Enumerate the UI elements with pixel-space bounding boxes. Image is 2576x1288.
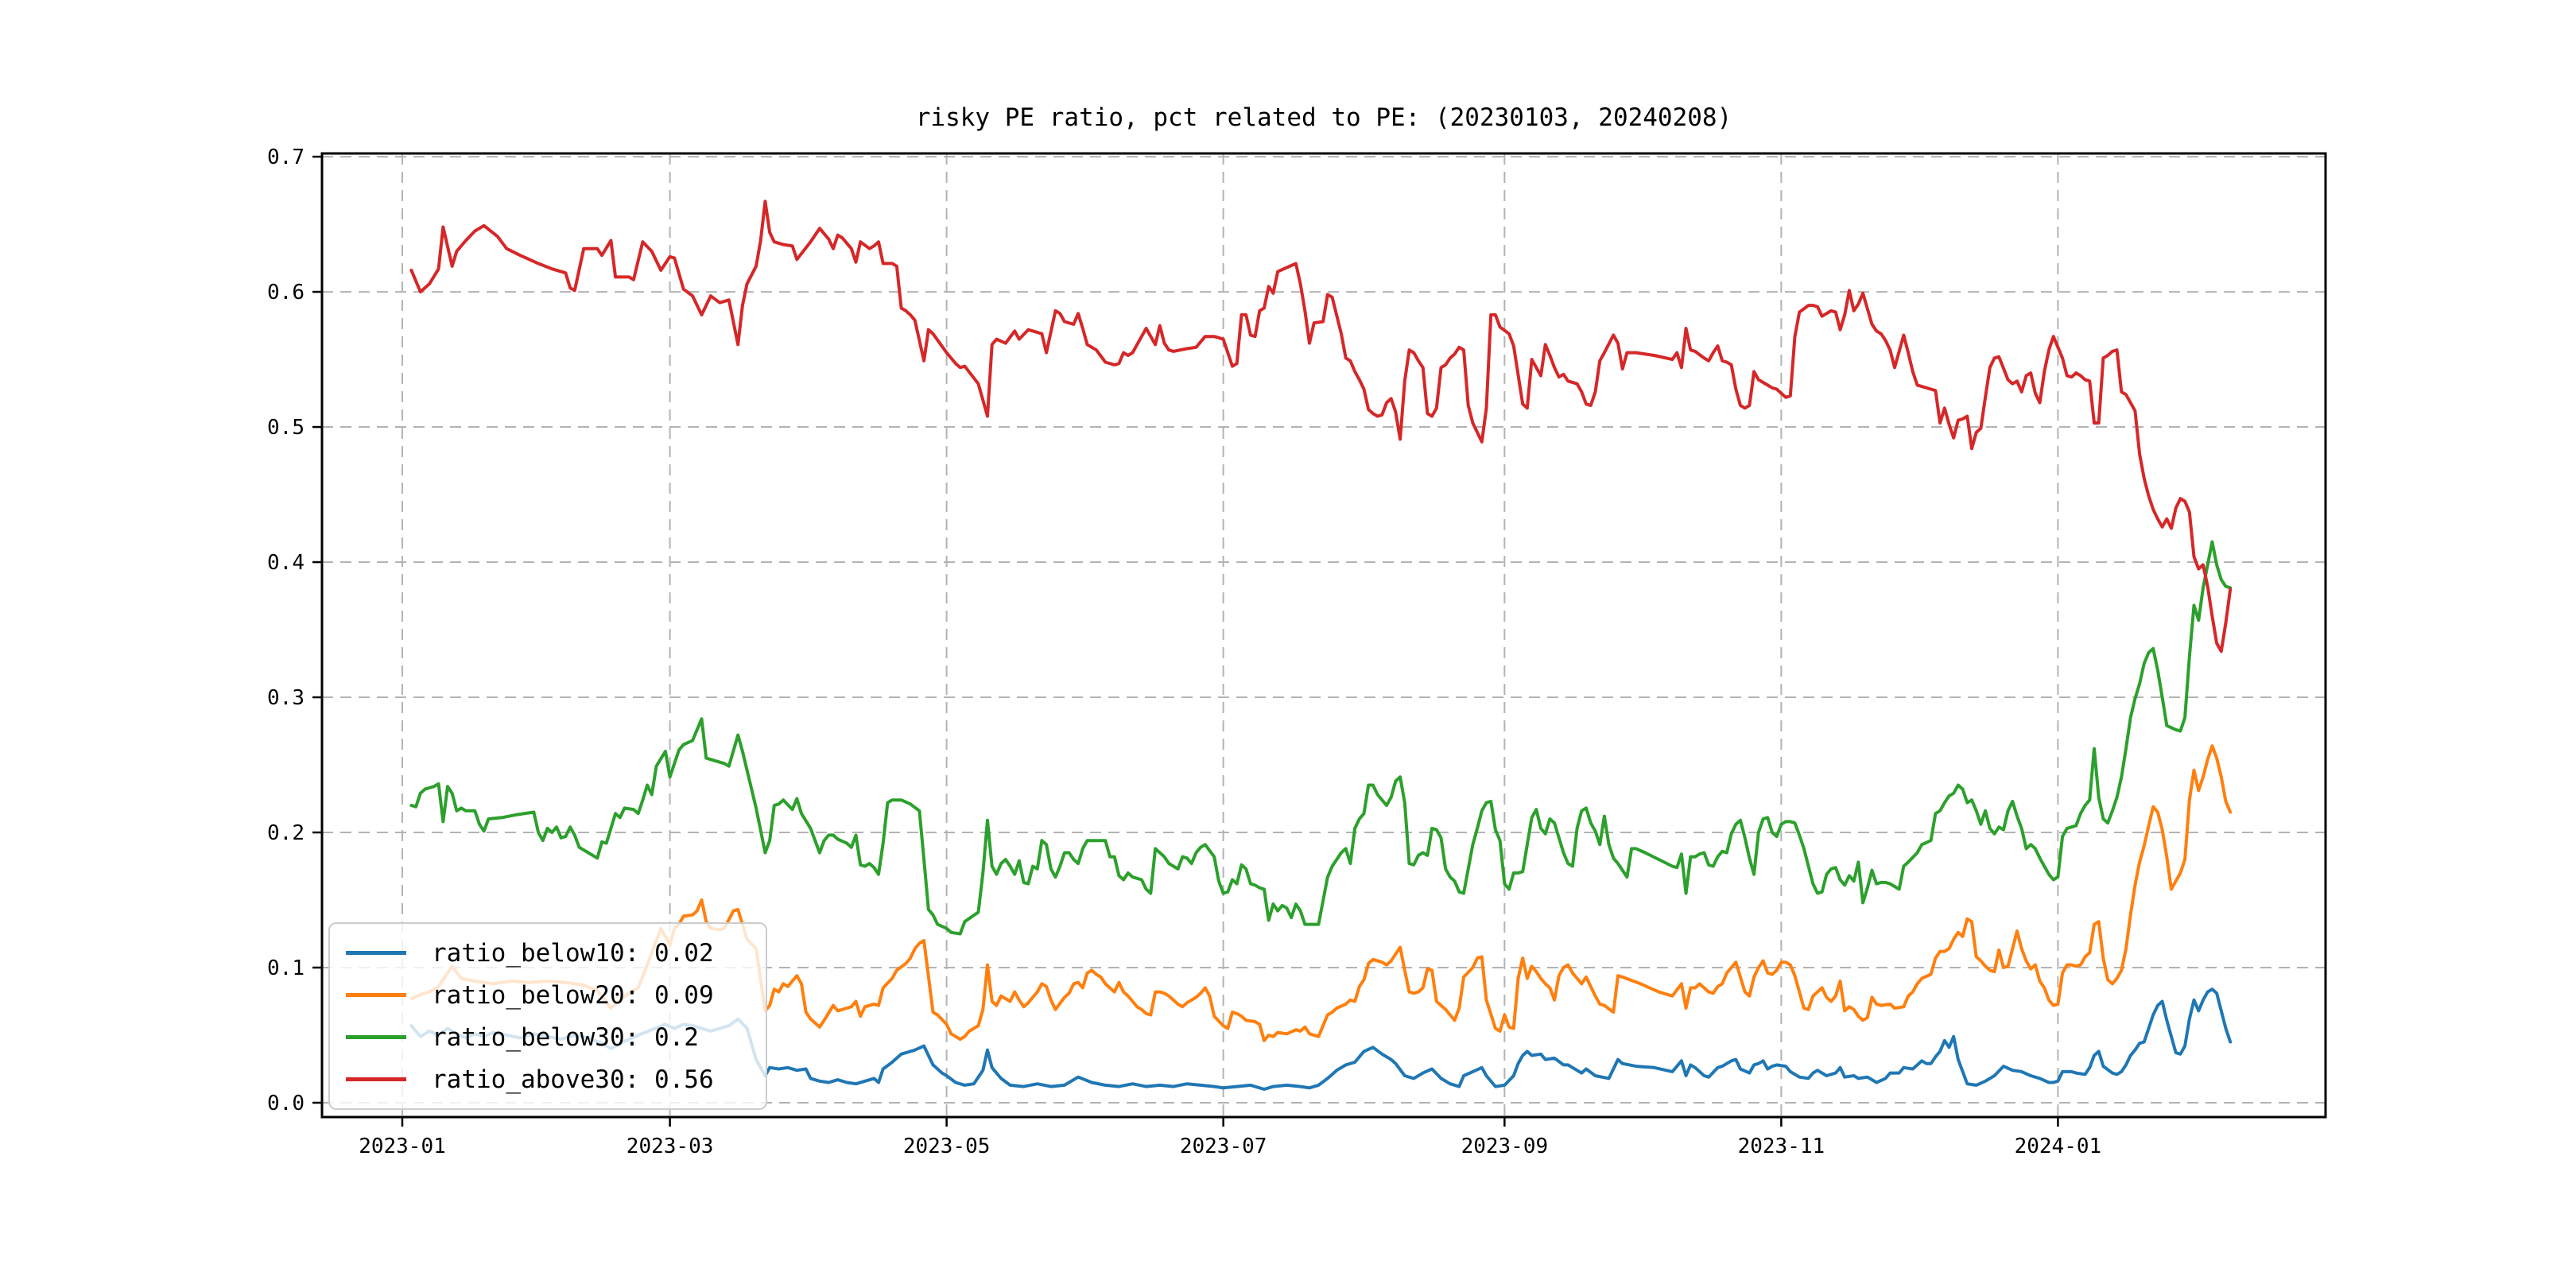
x-tick-label: 2023-05 bbox=[903, 1135, 991, 1158]
x-tick-label: 2023-09 bbox=[1461, 1135, 1549, 1158]
legend: ratio_below10: 0.02 ratio_below20: 0.09 ra… bbox=[328, 922, 767, 1110]
y-axis-tick-labels: 0.0 0.1 0.2 0.3 0.4 0.5 0.6 0.7 bbox=[267, 145, 305, 1115]
legend-entry-ratio_below10: ratio_below10: 0.02 bbox=[346, 939, 750, 968]
x-tick-label: 2023-01 bbox=[359, 1135, 446, 1158]
x-tick-label: 2023-07 bbox=[1180, 1135, 1267, 1158]
plot-border bbox=[320, 152, 2327, 1119]
x-tick-label: 2023-03 bbox=[627, 1135, 714, 1158]
y-tick-label: 0.7 bbox=[267, 145, 305, 169]
series-line-ratio_below20 bbox=[409, 744, 2233, 1042]
y-tick-label: 0.6 bbox=[267, 281, 305, 305]
y-tick-label: 0.2 bbox=[267, 821, 305, 845]
legend-entry-ratio_below30: ratio_below30: 0.2 bbox=[346, 1023, 750, 1052]
legend-line-sample bbox=[346, 951, 406, 955]
gridlines bbox=[322, 153, 2326, 1117]
legend-line-sample bbox=[346, 1035, 406, 1039]
x-axis-tick-labels: 2023-01 2023-03 2023-05 2023-07 2023-09 2023-… bbox=[359, 1135, 2101, 1158]
chart-title: risky PE ratio, pct related to PE: (2023… bbox=[915, 103, 1732, 132]
y-tick-label: 0.3 bbox=[267, 686, 305, 710]
x-tick-label: 2024-01 bbox=[2015, 1135, 2102, 1158]
series-line-ratio_below30 bbox=[409, 540, 2233, 936]
y-tick-label: 0.4 bbox=[267, 551, 305, 575]
legend-entry-ratio_below20: ratio_below20: 0.09 bbox=[346, 981, 750, 1010]
legend-label: ratio_below30: 0.2 bbox=[432, 1022, 699, 1052]
legend-entry-ratio_above30: ratio_above30: 0.56 bbox=[346, 1065, 750, 1094]
legend-line-sample bbox=[346, 993, 406, 997]
series-line-ratio_below10 bbox=[409, 987, 2233, 1091]
legend-label: ratio_above30: 0.56 bbox=[432, 1065, 714, 1094]
tick-marks bbox=[312, 155, 2059, 1127]
legend-label: ratio_below20: 0.09 bbox=[432, 980, 714, 1010]
y-tick-label: 0.5 bbox=[267, 416, 305, 440]
y-tick-label: 0.0 bbox=[267, 1092, 305, 1115]
y-tick-label: 0.1 bbox=[267, 956, 305, 980]
axes-spines bbox=[320, 152, 2327, 1119]
legend-line-sample bbox=[346, 1077, 406, 1081]
legend-label: ratio_below10: 0.02 bbox=[432, 938, 714, 968]
x-tick-label: 2023-11 bbox=[1738, 1135, 1825, 1158]
series-line-ratio_above30 bbox=[409, 200, 2233, 654]
data-series bbox=[409, 200, 2233, 1091]
